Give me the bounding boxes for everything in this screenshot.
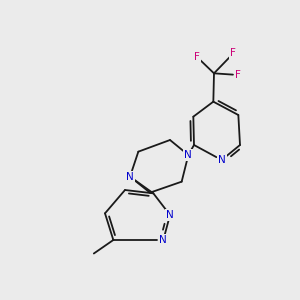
Text: F: F [194,52,200,62]
Text: N: N [126,172,134,182]
Text: F: F [230,48,236,58]
Text: N: N [184,150,192,160]
Text: F: F [236,70,241,80]
Text: N: N [166,210,174,220]
Text: N: N [218,155,226,165]
Text: N: N [160,235,167,245]
